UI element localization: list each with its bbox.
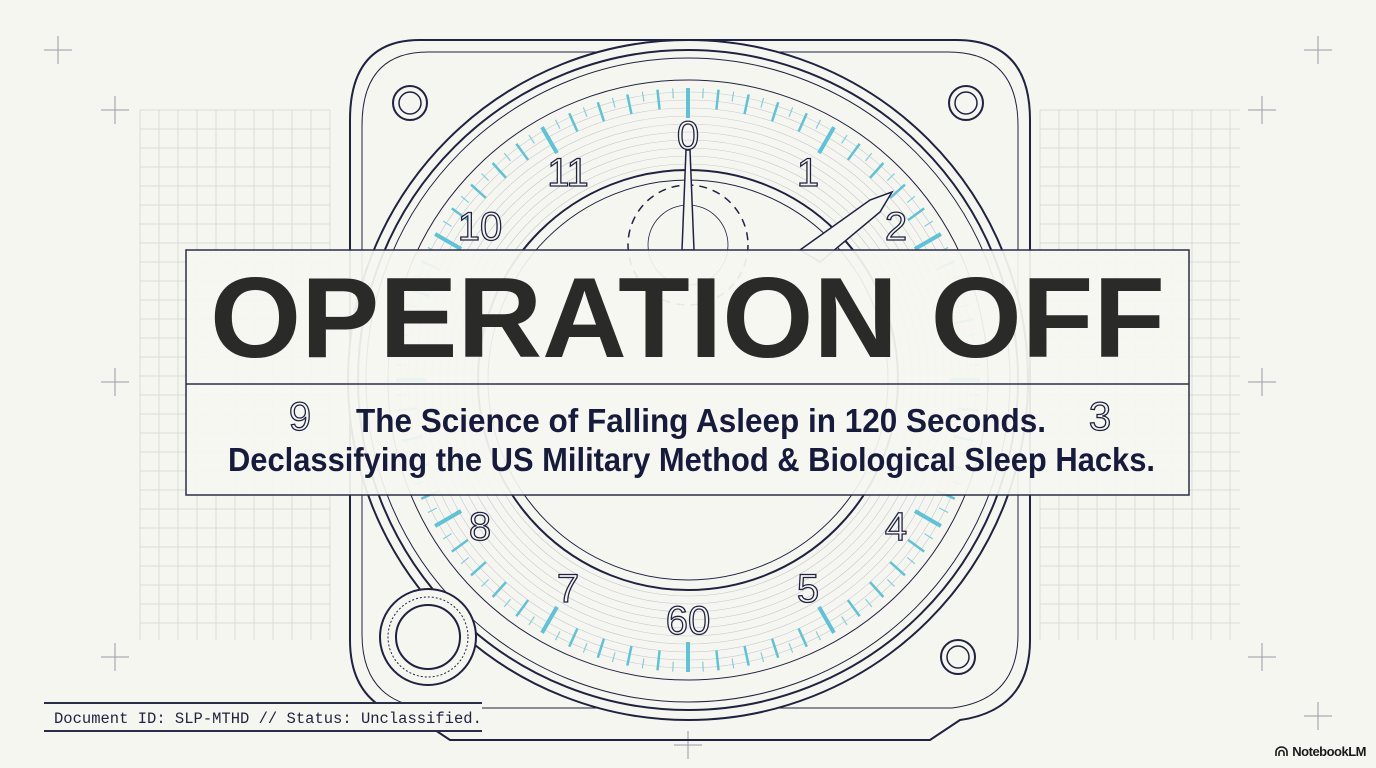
- dial-number: 11: [547, 151, 589, 195]
- dial-number: 4: [885, 505, 907, 549]
- slide-title: OPERATION OFF: [210, 255, 1165, 382]
- dial-number: 2: [885, 205, 907, 249]
- dial-number: 1: [797, 151, 819, 195]
- subtitle-line-2: Declassifying the US Military Method & B…: [228, 441, 1155, 478]
- subtitle-line-1: The Science of Falling Asleep in 120 Sec…: [356, 402, 1046, 439]
- notebooklm-logo-icon: [1275, 746, 1289, 756]
- dial-number: 0: [677, 114, 699, 158]
- dial-number: 9: [289, 395, 311, 439]
- dial-number: 3: [1089, 395, 1111, 439]
- dial-number: 5: [797, 567, 819, 611]
- document-id-label: Document ID: SLP-MTHD // Status: Unclass…: [44, 702, 482, 732]
- dial-number: 7: [557, 567, 579, 611]
- dial-number: 60: [666, 599, 711, 643]
- dial-number: 10: [458, 205, 503, 249]
- brand-watermark: NotebookLM: [1275, 744, 1366, 759]
- title-banner: OPERATION OFF The Science of Falling Asl…: [185, 249, 1190, 496]
- dial-numbers: 0 1 2 3 4 5 60 7 8 9 10 11: [288, 113, 1112, 643]
- dial-number: 8: [469, 505, 491, 549]
- brand-name: NotebookLM: [1292, 744, 1366, 759]
